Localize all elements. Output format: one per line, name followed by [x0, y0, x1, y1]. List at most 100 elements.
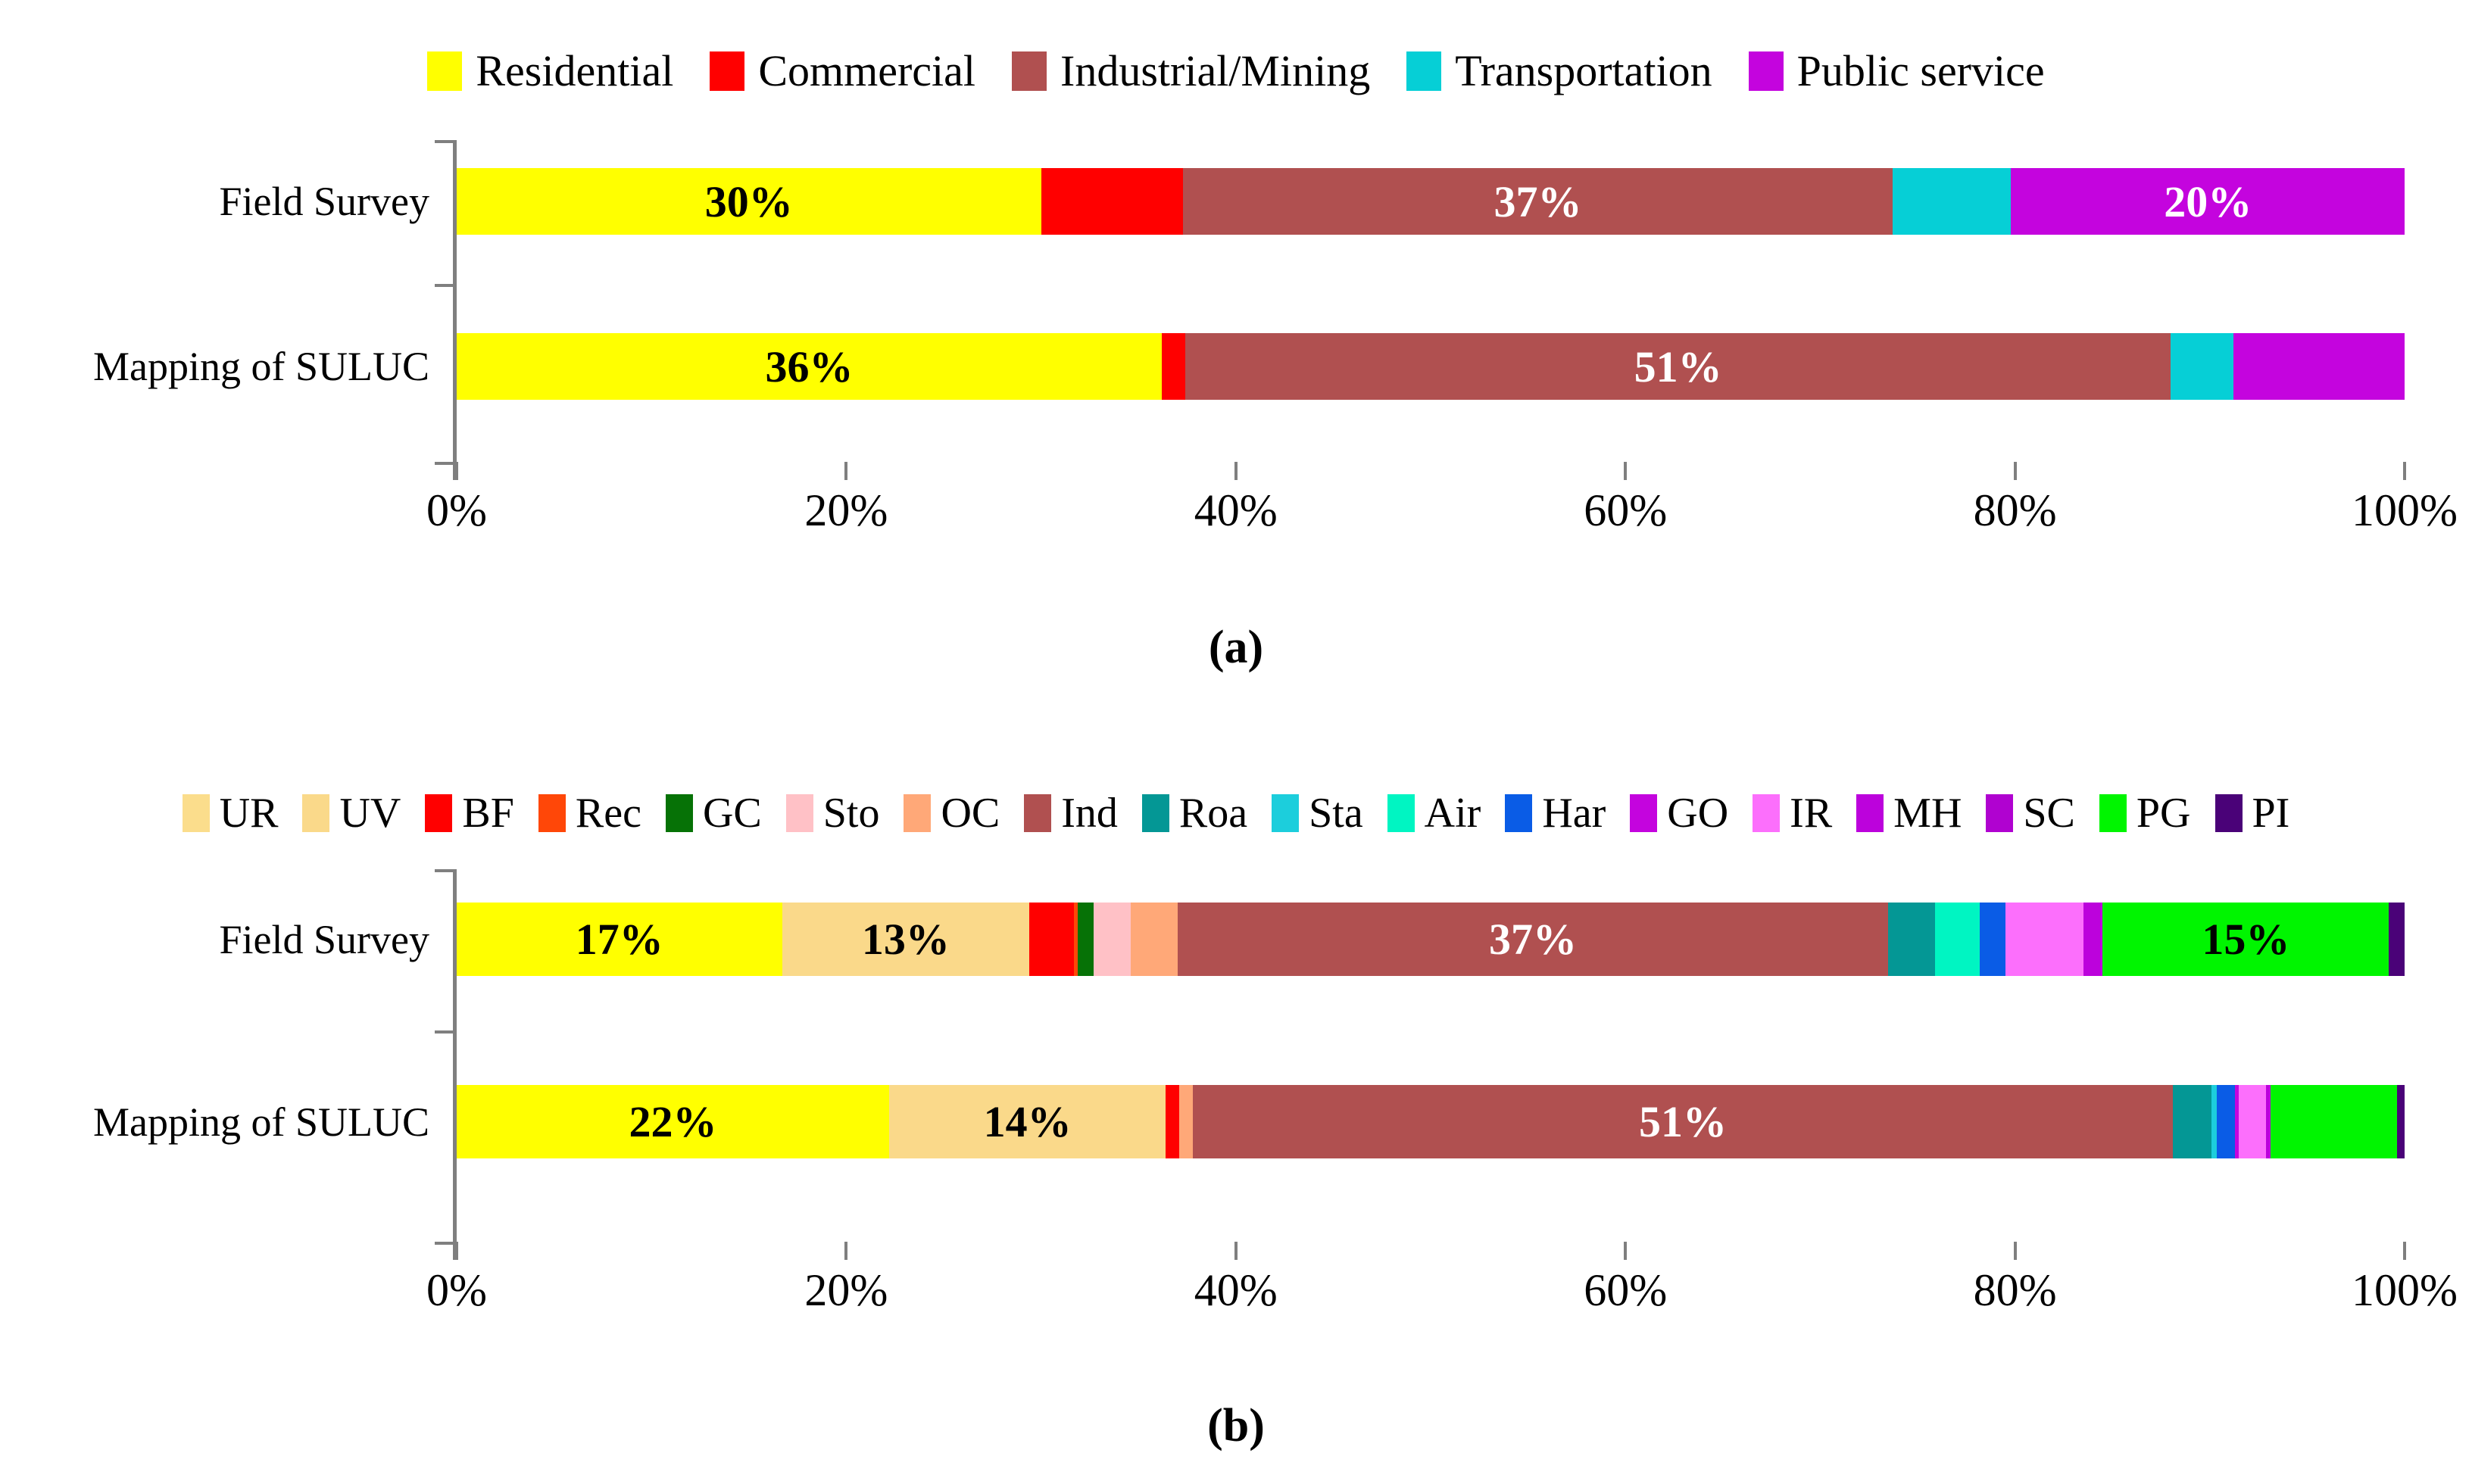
legend-item-go: GO: [1630, 789, 1728, 837]
legend-swatch-icon: [1024, 794, 1052, 832]
x-axis-tick: [1234, 1242, 1238, 1260]
legend-item-gc: GC: [665, 789, 762, 837]
bar-segment-label: 37%: [1489, 915, 1577, 964]
legend-swatch-icon: [427, 51, 463, 91]
legend-label: Public service: [1796, 46, 2045, 95]
legend-swatch-icon: [425, 794, 453, 832]
legend-item-commercial: Commercial: [710, 45, 975, 96]
legend-label: Transportation: [1455, 46, 1712, 95]
legend-label: Ind: [1061, 790, 1118, 837]
bar-segment-ind: 51%: [1193, 1085, 2173, 1158]
bar-segment-har: [2216, 1085, 2236, 1158]
legend-item-rec: Rec: [538, 789, 641, 837]
x-axis-tick: [2403, 1242, 2406, 1260]
x-axis-tick-label: 100%: [2352, 1265, 2458, 1315]
bar-segment-mh: [2266, 1085, 2271, 1158]
bar-segment-label: 22%: [629, 1097, 717, 1146]
bar-segment-label: 51%: [1639, 1097, 1728, 1146]
legend-item-har: Har: [1505, 789, 1606, 837]
bar-segment-ir: [2005, 903, 2083, 976]
legend-swatch-icon: [1856, 794, 1884, 832]
bar-segment-ind: 37%: [1177, 903, 1889, 976]
legend-swatch-icon: [1986, 794, 2014, 832]
x-axis-tick: [844, 1242, 848, 1260]
bar-segment-label: 15%: [2202, 915, 2290, 964]
legend-item-mh: MH: [1856, 789, 1962, 837]
legend-swatch-icon: [538, 794, 566, 832]
legend-label: Sta: [1309, 790, 1363, 837]
x-axis-tick: [2013, 1242, 2017, 1260]
bar-segment-sta: [2211, 1085, 2217, 1158]
y-axis-line: [453, 869, 457, 1260]
legend-swatch-icon: [904, 794, 932, 832]
legend-item-transportation: Transportation: [1406, 45, 1712, 96]
legend-label: PG: [2136, 790, 2191, 837]
x-axis-tick-label: 80%: [1973, 1265, 2057, 1315]
legend-label: IR: [1790, 790, 1833, 837]
legend-swatch-icon: [1748, 51, 1784, 91]
legend-swatch-icon: [2214, 794, 2243, 832]
bar-segment-roa: [1888, 903, 1936, 976]
bar-segment-bf: [1166, 1085, 1180, 1158]
x-axis-tick: [455, 1242, 458, 1260]
bar-segment-label: 14%: [983, 1097, 1072, 1146]
bar-segment-bf: [1029, 903, 1075, 976]
bar-segment-rec: [1074, 903, 1078, 976]
y-axis-tick: [435, 1242, 453, 1245]
legend-label: Roa: [1178, 790, 1248, 837]
bar-row: 17% 13% 37% 15%: [457, 903, 2405, 976]
x-axis-tick-label: 40%: [1194, 1265, 1278, 1315]
legend-label: Har: [1542, 790, 1606, 837]
legend-swatch-icon: [2099, 794, 2127, 832]
bar-segment-label: 13%: [861, 915, 950, 964]
legend-item-public-service: Public service: [1748, 45, 2045, 96]
legend-label: GO: [1667, 790, 1729, 837]
legend-label: Air: [1424, 790, 1481, 837]
legend-swatch-icon: [665, 794, 693, 832]
legend-label: UR: [219, 790, 279, 837]
bar-segment-uv: 14%: [888, 1085, 1166, 1158]
bar-segment-roa: [2172, 1085, 2212, 1158]
x-axis-tick: [1624, 1242, 1628, 1260]
y-axis-tick: [435, 1030, 453, 1034]
bar-segment-pg: [2270, 1085, 2397, 1158]
bar-row: 22% 14% 51%: [457, 1085, 2405, 1158]
bar-segment-mh: [2083, 903, 2103, 976]
legend-swatch-icon: [1505, 794, 1533, 832]
x-axis-tick-label: 20%: [804, 1265, 888, 1315]
bar-segment-pi: [2396, 1085, 2405, 1158]
legend-swatch-icon: [1753, 794, 1781, 832]
legend-swatch-icon: [1012, 51, 1047, 91]
bar-segment-oc: [1179, 1085, 1194, 1158]
bar-segment-har: [1980, 903, 2005, 976]
legend-b: UR UV BF Rec GC Sto OC Ind Roa Sta Air Har GO IR MH SC P…: [0, 789, 2472, 837]
legend-swatch-icon: [710, 51, 745, 91]
legend-label: UV: [339, 790, 401, 837]
legend-item-industrial-mining: Industrial/Mining: [1012, 45, 1370, 96]
bar-segment-label: 17%: [575, 915, 663, 964]
legend-a: Residential Commercial Industrial/Mining Tr…: [0, 45, 2472, 96]
legend-label: Industrial/Mining: [1060, 46, 1371, 95]
legend-swatch-icon: [1141, 794, 1169, 832]
x-axis-tick-label: 60%: [1584, 1265, 1668, 1315]
legend-item-air: Air: [1387, 789, 1481, 837]
bar-segment-go: [2235, 1085, 2239, 1158]
legend-swatch-icon: [1406, 51, 1442, 91]
legend-item-sta: Sta: [1272, 789, 1363, 837]
legend-item-pg: PG: [2099, 789, 2191, 837]
legend-item-roa: Roa: [1141, 789, 1248, 837]
legend-swatch-icon: [1630, 794, 1658, 832]
legend-label: Residential: [476, 46, 674, 95]
bar-segment-ur: 22%: [457, 1085, 889, 1158]
legend-swatch-icon: [785, 794, 813, 832]
row-label: Mapping of SULUC: [93, 1099, 429, 1145]
legend-label: GC: [702, 790, 762, 837]
legend-label: OC: [941, 790, 1000, 837]
legend-swatch-icon: [1387, 794, 1415, 832]
legend-item-ind: Ind: [1024, 789, 1118, 837]
bar-segment-air: [1935, 903, 1980, 976]
row-label: Field Survey: [219, 916, 430, 962]
legend-label: Rec: [575, 790, 641, 837]
